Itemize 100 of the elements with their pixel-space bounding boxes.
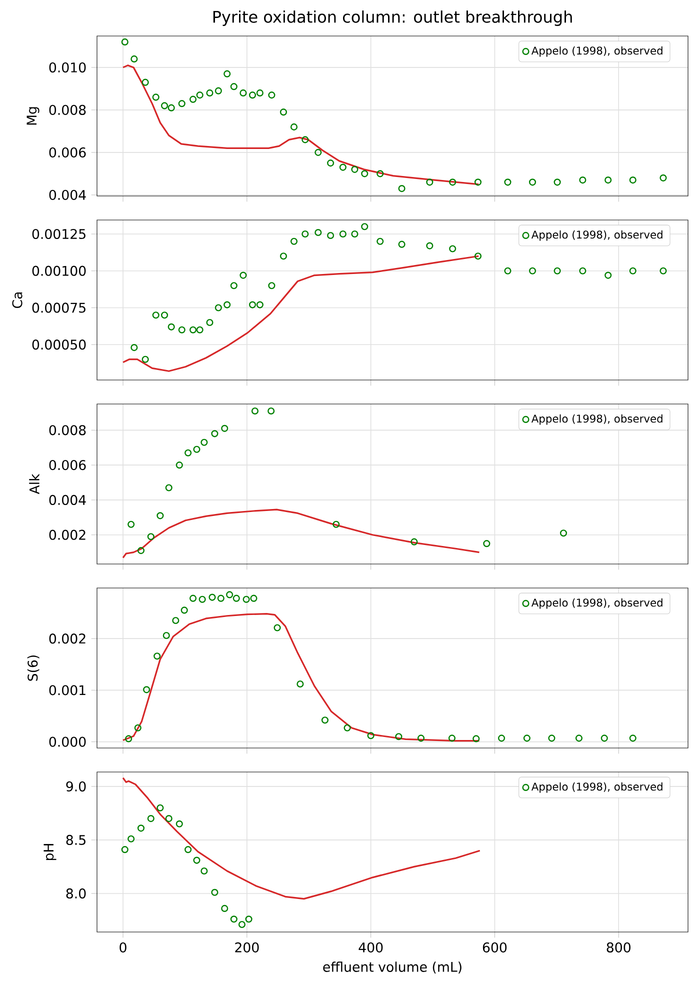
- point: [248, 92, 256, 99]
- point: [660, 267, 667, 274]
- point: [474, 178, 482, 186]
- point: [176, 462, 183, 469]
- y-tick-label: 0.006: [49, 460, 86, 470]
- point: [230, 916, 238, 923]
- y-tick-label: 0.004: [49, 494, 86, 505]
- x-tick-label: 0: [120, 942, 126, 952]
- y-tick-label: 0.006: [49, 147, 86, 158]
- point: [214, 87, 222, 94]
- line-series: [122, 508, 480, 559]
- y-tick-label: 0.008: [49, 104, 86, 115]
- x-axis-title: effluent volume (mL): [323, 962, 462, 974]
- point: [395, 733, 402, 740]
- point: [417, 734, 425, 742]
- point: [367, 732, 374, 740]
- y-tick-label: 0.008: [49, 425, 86, 436]
- point: [189, 96, 197, 103]
- point: [327, 232, 334, 240]
- point: [449, 245, 456, 252]
- point: [142, 356, 149, 363]
- point: [554, 267, 561, 274]
- point: [629, 734, 636, 742]
- y-tick-label: 9.0: [66, 781, 86, 792]
- y-tick-label: 0.00100: [32, 266, 86, 276]
- point: [211, 430, 218, 438]
- point: [523, 734, 530, 742]
- point: [160, 102, 168, 110]
- point: [152, 312, 160, 319]
- point: [217, 594, 224, 602]
- point: [302, 230, 309, 238]
- point: [339, 164, 346, 171]
- legend-label: Appelo (1998), observed: [531, 598, 662, 609]
- point: [214, 304, 222, 312]
- point: [332, 520, 340, 528]
- point: [629, 176, 636, 184]
- point: [474, 252, 482, 260]
- legend-label: Appelo (1998), observed: [531, 46, 662, 57]
- point: [130, 55, 138, 62]
- point: [504, 267, 512, 274]
- point: [504, 178, 512, 186]
- point: [208, 594, 216, 601]
- point: [121, 38, 128, 46]
- point: [189, 594, 197, 602]
- point: [165, 484, 172, 492]
- legend-label: Appelo (1998), observed: [531, 782, 662, 793]
- point: [604, 176, 612, 184]
- point: [448, 734, 456, 742]
- point: [321, 716, 329, 724]
- point: [290, 238, 298, 245]
- line-series: [122, 613, 480, 742]
- point: [206, 318, 214, 326]
- y-axis-title: pH: [44, 844, 56, 860]
- point: [184, 846, 192, 854]
- point: [248, 301, 256, 308]
- point: [256, 301, 264, 308]
- line-series: [122, 64, 480, 186]
- point: [156, 512, 164, 520]
- point: [143, 686, 150, 694]
- point: [560, 530, 568, 537]
- point: [361, 223, 368, 230]
- point: [128, 520, 135, 528]
- y-tick-label: 0.000: [49, 736, 86, 747]
- point: [268, 282, 276, 290]
- x-tick-label: 600: [482, 942, 507, 952]
- point: [134, 724, 142, 732]
- point: [296, 680, 304, 688]
- point: [579, 176, 586, 184]
- point: [376, 238, 384, 245]
- point: [579, 267, 586, 274]
- y-axis-title: Ca: [12, 292, 22, 308]
- point: [232, 594, 240, 602]
- point: [483, 540, 490, 548]
- point: [156, 804, 164, 812]
- point: [196, 326, 204, 334]
- point: [629, 267, 636, 274]
- x-tick-label: 400: [358, 942, 383, 952]
- point: [178, 100, 186, 108]
- y-tick-label: 8.5: [66, 834, 86, 845]
- point: [230, 83, 238, 90]
- point: [178, 326, 186, 334]
- point: [172, 616, 180, 624]
- point: [472, 735, 480, 742]
- point: [168, 104, 175, 112]
- point: [147, 533, 154, 540]
- point: [410, 538, 418, 546]
- point: [221, 904, 228, 912]
- point: [165, 815, 172, 822]
- point: [449, 178, 456, 186]
- point: [426, 178, 434, 186]
- point: [250, 594, 258, 602]
- point: [125, 735, 132, 742]
- point: [238, 920, 246, 928]
- point: [344, 724, 351, 732]
- point: [351, 230, 358, 238]
- point: [280, 252, 288, 260]
- point: [128, 835, 135, 842]
- point: [137, 547, 145, 554]
- point: [575, 734, 583, 742]
- point: [528, 178, 536, 186]
